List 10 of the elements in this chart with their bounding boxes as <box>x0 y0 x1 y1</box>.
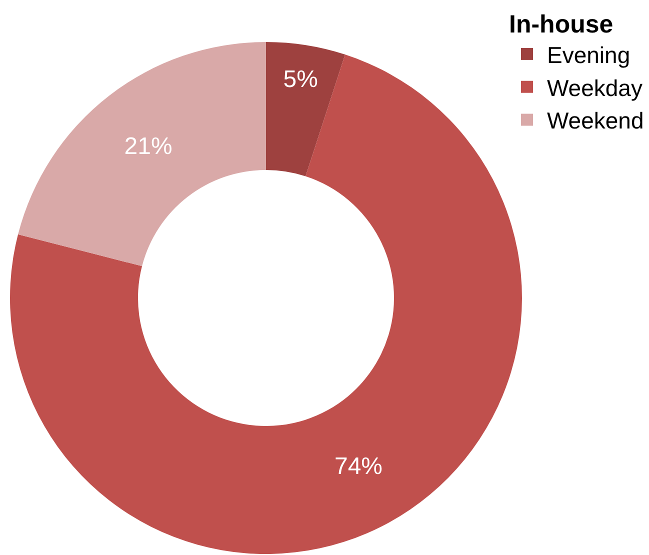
legend-label: Weekend <box>547 108 644 134</box>
legend-label: Weekday <box>547 74 643 101</box>
data-label: 21% <box>124 132 172 160</box>
donut-slice <box>10 54 522 554</box>
data-label: 5% <box>283 66 318 93</box>
donut-slice <box>18 42 266 266</box>
legend-title: In-house <box>509 10 614 38</box>
donut-slice <box>266 42 346 176</box>
data-label: 74% <box>334 452 383 480</box>
legend-label: Evening <box>547 42 630 68</box>
